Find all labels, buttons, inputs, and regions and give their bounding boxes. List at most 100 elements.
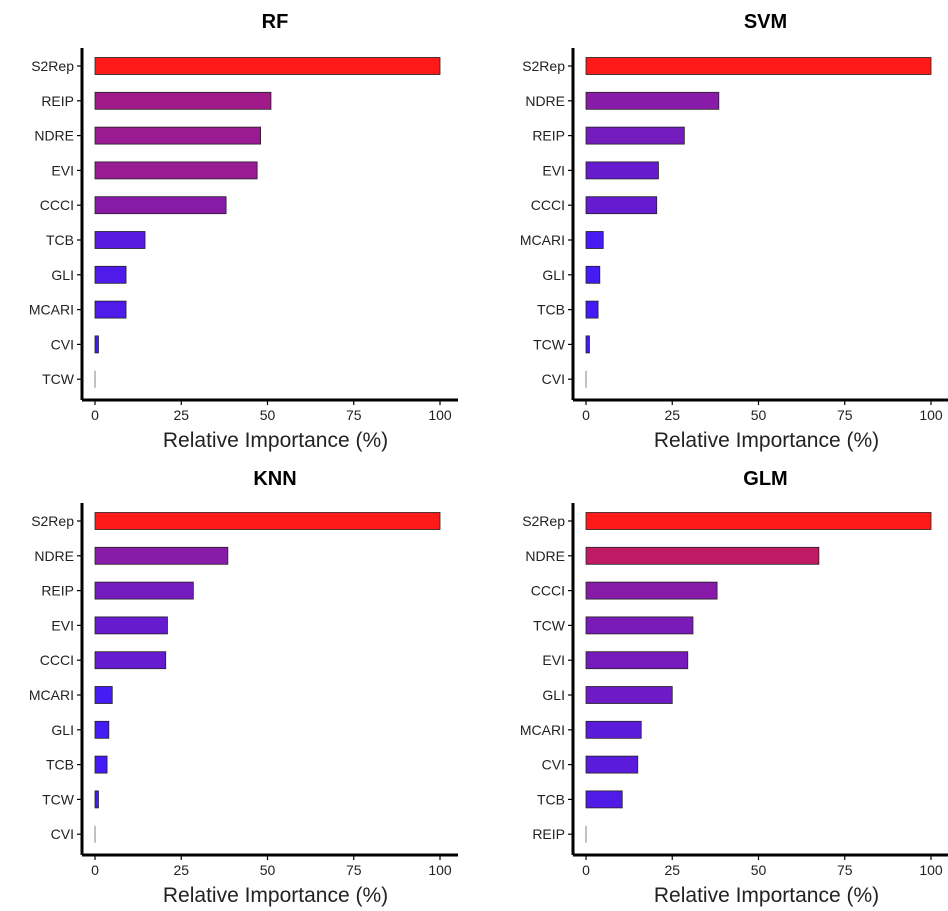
x-tick-label: 100 [919,407,943,423]
y-tick-label: GLI [542,267,565,283]
chart-panel-rf: RF S2Rep REIP NDRE EVI CCCI TCB GLI MCARI CVI TCW 0… [29,11,458,452]
x-tick-label: 75 [837,407,853,423]
y-tick-label: MCARI [520,722,565,738]
bar [94,616,168,635]
bar [94,686,113,704]
y-tick-label: CCCI [531,197,565,213]
bar [585,300,599,319]
bar [585,581,718,600]
bar [94,581,194,600]
y-tick-label: MCARI [29,302,74,318]
x-tick-label: 25 [664,407,680,423]
x-tick-label: 0 [91,862,99,878]
y-tick-label: CVI [542,371,565,387]
bar [585,161,659,180]
bar [94,196,227,215]
y-tick-label: NDRE [34,128,74,144]
y-tick-label: MCARI [29,687,74,703]
bar [94,300,127,319]
y-tick-label: CVI [51,336,74,352]
chart-title: SVM [744,11,787,33]
x-tick-label: 50 [751,407,767,423]
bar [585,196,658,215]
x-tick-label: 75 [346,862,362,878]
bar [585,57,932,75]
bar [94,335,99,354]
x-tick-label: 50 [260,862,276,878]
bar [94,231,146,249]
bar [94,126,262,145]
y-tick-label: CVI [542,757,565,773]
y-tick-label: NDRE [525,548,565,564]
x-tick-label: 25 [664,862,680,878]
y-tick-label: GLI [51,722,74,738]
y-tick-label: NDRE [525,93,565,109]
y-tick-label: CCCI [40,652,74,668]
x-tick-label: 0 [582,407,590,423]
y-tick-label: S2Rep [31,58,74,74]
bar [94,91,272,110]
x-tick-label: 25 [173,407,189,423]
x-tick-label: 50 [751,862,767,878]
y-tick-label: CCCI [531,583,565,599]
y-tick-label: REIP [41,93,74,109]
y-tick-label: CCCI [40,197,74,213]
bar [585,720,642,739]
y-tick-label: MCARI [520,232,565,248]
bar [585,512,932,530]
chart-title: KNN [253,468,296,490]
x-tick-label: 100 [919,862,943,878]
y-tick-label: S2Rep [522,513,565,529]
bar [585,651,689,670]
bar [585,755,639,774]
bar [585,91,720,110]
x-tick-label: 100 [428,407,452,423]
x-tick-label: 50 [260,407,276,423]
chart-panel-glm: GLM S2Rep NDRE CCCI TCW EVI GLI MCARI CVI TCB REIP… [520,468,948,907]
chart-panel-svm: SVM S2Rep NDRE REIP EVI CCCI MCARI GLI TCB TCW CVI… [520,11,948,452]
bar [585,231,604,249]
x-tick-label: 75 [837,862,853,878]
y-tick-label: REIP [532,826,565,842]
x-tick-label: 0 [91,407,99,423]
x-axis-label: Relative Importance (%) [163,884,388,907]
bar [94,651,167,670]
y-tick-label: TCW [533,617,566,633]
bar [585,686,673,704]
bar [94,720,110,739]
x-axis-label: Relative Importance (%) [163,429,388,452]
y-tick-label: CVI [51,826,74,842]
y-tick-label: NDRE [34,548,74,564]
y-tick-label: S2Rep [31,513,74,529]
chart-panel-knn: KNN S2Rep NDRE REIP EVI CCCI MCARI GLI TCB TCW CVI… [29,468,458,907]
y-tick-label: S2Rep [522,58,565,74]
y-tick-label: GLI [542,687,565,703]
y-tick-label: REIP [532,128,565,144]
y-tick-label: TCB [46,232,74,248]
bar [585,790,623,809]
bar [94,755,108,774]
bar [94,57,441,75]
chart-title: GLM [743,468,787,490]
x-tick-label: 75 [346,407,362,423]
y-tick-label: EVI [51,162,74,178]
bar [94,790,99,809]
y-tick-label: TCB [537,302,565,318]
y-tick-label: EVI [51,617,74,633]
bar [585,265,601,284]
y-tick-label: REIP [41,583,74,599]
x-axis-label: Relative Importance (%) [654,884,879,907]
bar [585,546,820,565]
y-tick-label: GLI [51,267,74,283]
y-tick-label: EVI [542,162,565,178]
x-tick-label: 0 [582,862,590,878]
x-tick-label: 100 [428,862,452,878]
bar [585,335,590,354]
y-tick-label: TCB [46,757,74,773]
bar [94,546,229,565]
bar [94,512,441,530]
y-tick-label: TCW [42,371,75,387]
bar [94,265,127,284]
y-tick-label: TCW [42,791,75,807]
